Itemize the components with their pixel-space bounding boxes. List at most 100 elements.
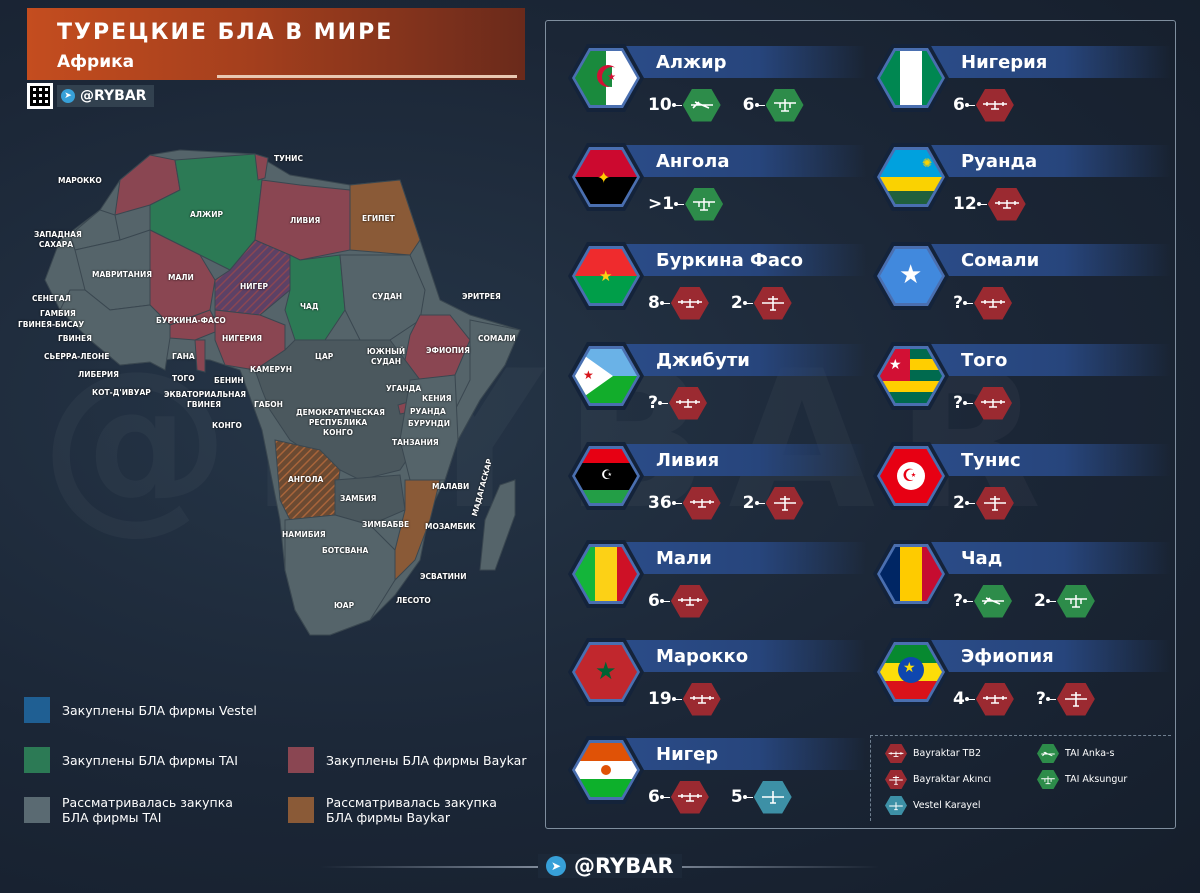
country-name: Ливия (656, 450, 720, 471)
rwanda-flag-icon: ✺ (873, 143, 949, 211)
connector (742, 300, 753, 305)
label-morocco: МАРОККО (58, 176, 102, 185)
connector (674, 201, 685, 206)
country-card-angola[interactable]: ✦ Ангола >1 (568, 143, 868, 223)
country-card-rwanda[interactable]: ✺ Руанда 12 (873, 143, 1173, 223)
legend-swatch (288, 797, 314, 823)
label-chad: ЧАД (300, 302, 319, 311)
connector (658, 400, 668, 405)
somalia-flag-icon: ★ (873, 242, 949, 310)
country-card-chad[interactable]: Чад? 2 (873, 540, 1173, 620)
country-name-band (598, 244, 866, 276)
label-lesotho: ЛЕСОТО (396, 596, 431, 605)
country-name-band (903, 145, 1171, 177)
tb2-drone-icon (975, 88, 1014, 122)
country-name-band (598, 640, 866, 672)
label-guinea-bissau: ГВИНЕЯ-БИСАУ (18, 320, 85, 329)
label-senegal: СЕНЕГАЛ (32, 294, 71, 303)
label-somalia: СОМАЛИ (478, 334, 516, 343)
label-uganda: УГАНДА (386, 384, 422, 393)
telegram-icon: ➤ (546, 856, 566, 876)
country-card-somalia[interactable]: ★ Сомали? (873, 242, 1173, 322)
country-name: Того (961, 350, 1008, 371)
nigeria-flag-icon (873, 44, 949, 112)
map-sudan (339, 254, 426, 341)
drone-count: ? (1035, 689, 1046, 709)
country-card-burkina[interactable]: ★ Буркина Фасо 8 2 (568, 242, 868, 322)
brand-badge[interactable]: ➤ @RYBAR (57, 85, 155, 107)
label-nigeria: НИГЕРИЯ (222, 334, 263, 343)
drone-entry: 6 (648, 584, 709, 618)
connector (963, 400, 973, 405)
country-name: Марокко (656, 646, 749, 667)
connector (742, 794, 753, 799)
connector (671, 102, 682, 107)
label-burkina: БУРКИНА-ФАСО (156, 316, 226, 325)
drone-entry: 36 (648, 486, 721, 520)
country-card-ethiopia[interactable]: ★ Эфиопия 4? (873, 638, 1173, 718)
label-tanzania: ТАНЗАНИЯ (392, 438, 439, 447)
country-card-morocco[interactable]: ★ Марокко 19 (568, 638, 868, 718)
map-egypt (349, 179, 421, 256)
country-card-algeria[interactable]: ★ Алжир 10 6 (568, 44, 868, 124)
country-card-djibouti[interactable]: ★ Джибути? (568, 342, 868, 422)
tb2-drone-icon (885, 744, 907, 763)
country-card-tunisia[interactable]: ☪ Тунис 2 (873, 442, 1173, 522)
legend-label: Рассматривалась закупка БЛА фирмы TAI (62, 795, 233, 825)
map-tunisia (254, 153, 269, 181)
drone-count: 2 (730, 293, 743, 313)
label-namibia: НАМИБИЯ (282, 530, 326, 539)
country-name-band (598, 738, 866, 770)
connector (964, 500, 975, 505)
country-name: Буркина Фасо (656, 250, 804, 271)
qr-code-icon[interactable] (27, 83, 53, 109)
legend-swatch (24, 697, 50, 723)
drone-legend-tb2: Bayraktar TB2 (885, 744, 981, 763)
map-togo (194, 339, 206, 373)
country-card-mali[interactable]: Мали 6 (568, 540, 868, 620)
algeria-flag-icon: ★ (568, 44, 644, 112)
drone-legend-karayel: Vestel Karayel (885, 796, 981, 815)
drone-count: ? (953, 591, 963, 611)
legend-label: Закуплены БЛА фирмы Vestel (62, 702, 257, 718)
africa-map-svg (44, 149, 521, 636)
legend-baykar-considered: Рассматривалась закупка БЛА фирмы Baykar (288, 795, 506, 825)
map-madagascar (479, 479, 516, 571)
legend-baykar: Закуплены БЛА фирмы Baykar (288, 747, 526, 773)
country-panel (545, 20, 1176, 829)
country-card-niger[interactable]: Нигер 6 5 (568, 736, 868, 816)
country-card-nigeria[interactable]: Нигерия 6 (873, 44, 1173, 124)
ethiopia-flag-icon: ★ (873, 638, 949, 706)
country-card-libya[interactable]: ☪ Ливия 36 2 (568, 442, 868, 522)
label-eritrea: ЭРИТРЕЯ (462, 292, 501, 301)
drone-count: ? (648, 393, 658, 413)
drone-count: 5 (730, 787, 743, 807)
page-subtitle: Африка (57, 52, 135, 72)
legend-tai-considered: Рассматривалась закупка БЛА фирмы TAI (24, 795, 242, 825)
drone-list: 6 (953, 88, 1036, 122)
drone-list: 19 (648, 682, 743, 716)
country-card-togo[interactable]: ★ Того? (873, 342, 1173, 422)
mali-flag-icon (568, 540, 644, 608)
drone-count: 6 (648, 787, 660, 807)
label-guinea: ГВИНЕЯ (58, 334, 92, 343)
footer-brand[interactable]: ➤ @RYBAR (538, 854, 682, 878)
akinci-drone-icon (765, 486, 804, 520)
drone-list: ? (953, 386, 1034, 420)
libya-flag-icon: ☪ (568, 442, 644, 510)
label-kenya: КЕНИЯ (422, 394, 452, 403)
label-mauritania: МАВРИТАНИЯ (92, 270, 153, 279)
connector (659, 794, 670, 799)
tunisia-flag-icon: ☪ (873, 442, 949, 510)
brand-label: @RYBAR (80, 88, 147, 104)
country-name-band (598, 542, 866, 574)
togo-flag-icon: ★ (873, 342, 949, 410)
label-malawi: МАЛАВИ (432, 482, 470, 491)
connector (671, 696, 682, 701)
label-sierra-leone: СЬЕРРА-ЛЕОНЕ (44, 352, 110, 361)
drone-entry: 8 (648, 286, 709, 320)
connector (754, 102, 765, 107)
drone-entry: ? (953, 584, 1012, 618)
label-liberia: ЛИБЕРИЯ (78, 370, 119, 379)
country-name: Ангола (656, 151, 730, 172)
